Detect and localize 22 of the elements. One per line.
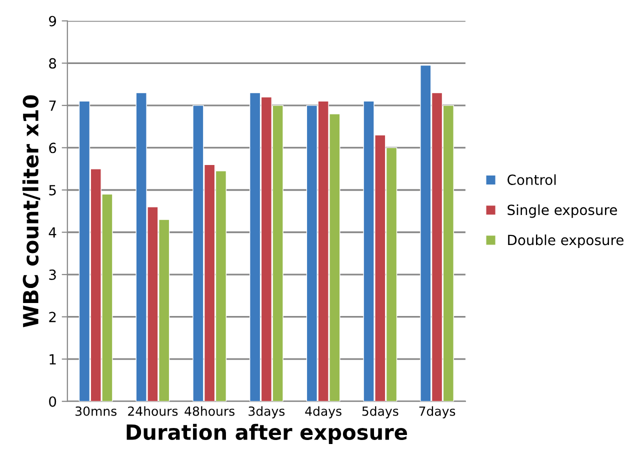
y-tick-label: 9	[49, 16, 56, 26]
x-tick-label: 4days	[305, 406, 342, 418]
x-tick-label: 5days	[362, 406, 398, 418]
y-tick-label: 7	[49, 100, 56, 111]
x-tick-label: 3days	[248, 406, 285, 418]
x-axis-title: Duration after exposure	[126, 424, 407, 444]
y-tick-label: 8	[49, 58, 56, 69]
y-tick-label: 3	[49, 270, 56, 280]
y-tick-label: 0	[49, 396, 56, 407]
y-tick-label: 4	[48, 227, 56, 238]
x-tick-label: 30mns	[76, 406, 116, 416]
y-tick-label: 2	[49, 312, 56, 322]
x-tick-label: 24hours	[128, 406, 178, 416]
y-tick-label: 5	[49, 185, 56, 196]
y-axis-title: WBC count/liter x10	[22, 95, 40, 328]
y-tick-label: 6	[49, 142, 56, 154]
x-tick-label: 7days	[419, 406, 456, 418]
legend-label: Control	[508, 174, 556, 186]
legend-label: Single exposure	[508, 204, 617, 218]
legend-label: Double exposure	[508, 234, 624, 248]
y-tick-label: 1	[50, 354, 56, 364]
x-tick-label: 48hours	[184, 406, 234, 416]
